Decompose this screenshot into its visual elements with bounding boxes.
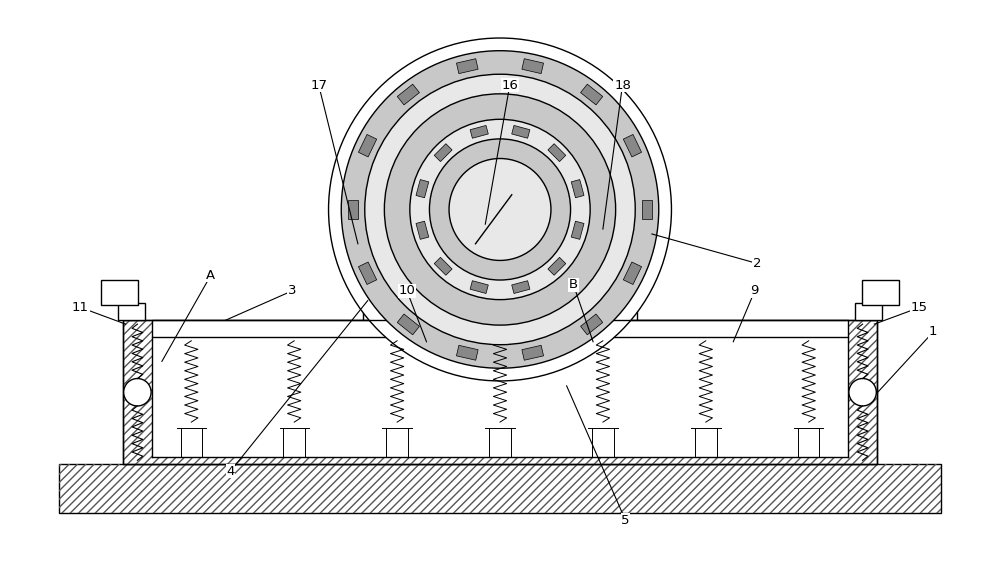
Circle shape	[124, 378, 151, 406]
Polygon shape	[397, 314, 419, 335]
Polygon shape	[581, 314, 603, 335]
Bar	[862, 280, 899, 305]
Bar	[59, 464, 941, 513]
Bar	[101, 280, 138, 305]
Polygon shape	[623, 262, 642, 284]
Polygon shape	[512, 126, 530, 138]
Polygon shape	[397, 84, 419, 105]
Circle shape	[429, 139, 571, 280]
Polygon shape	[456, 345, 478, 360]
Text: 5: 5	[621, 513, 630, 526]
Polygon shape	[581, 84, 603, 105]
Polygon shape	[434, 144, 452, 162]
Text: 9: 9	[751, 284, 759, 297]
Polygon shape	[512, 281, 530, 293]
Text: 16: 16	[501, 78, 518, 92]
Text: 18: 18	[614, 78, 631, 92]
Text: 10: 10	[398, 284, 415, 297]
Text: 3: 3	[288, 284, 296, 297]
Bar	[118, 302, 145, 320]
Circle shape	[849, 378, 876, 406]
Polygon shape	[571, 221, 584, 239]
Text: 15: 15	[911, 301, 928, 314]
Bar	[363, 293, 637, 320]
Polygon shape	[548, 257, 566, 275]
Polygon shape	[348, 200, 358, 220]
Bar	[59, 464, 941, 513]
Bar	[855, 302, 882, 320]
Text: 1: 1	[929, 325, 937, 338]
Circle shape	[341, 51, 659, 368]
Text: 4: 4	[226, 464, 235, 477]
Text: 17: 17	[310, 78, 327, 92]
Circle shape	[329, 38, 671, 381]
Polygon shape	[456, 59, 478, 74]
Text: 11: 11	[72, 301, 89, 314]
Polygon shape	[548, 144, 566, 162]
Text: A: A	[206, 269, 215, 282]
Polygon shape	[623, 135, 642, 157]
Polygon shape	[470, 281, 488, 293]
Polygon shape	[416, 180, 429, 198]
Polygon shape	[358, 262, 377, 284]
Text: B: B	[569, 279, 578, 292]
Polygon shape	[470, 126, 488, 138]
Circle shape	[384, 94, 616, 325]
Bar	[123, 320, 877, 464]
Polygon shape	[571, 180, 584, 198]
Polygon shape	[416, 221, 429, 239]
Circle shape	[410, 119, 590, 300]
Text: 2: 2	[753, 257, 761, 270]
Bar	[123, 320, 152, 464]
Bar	[123, 320, 877, 464]
Polygon shape	[522, 345, 544, 360]
Polygon shape	[522, 59, 544, 74]
Bar	[152, 320, 848, 337]
Circle shape	[365, 74, 635, 345]
Polygon shape	[434, 257, 452, 275]
Bar	[848, 320, 877, 464]
Polygon shape	[642, 200, 652, 220]
Circle shape	[449, 159, 551, 261]
Polygon shape	[358, 135, 377, 157]
Bar	[152, 457, 848, 464]
